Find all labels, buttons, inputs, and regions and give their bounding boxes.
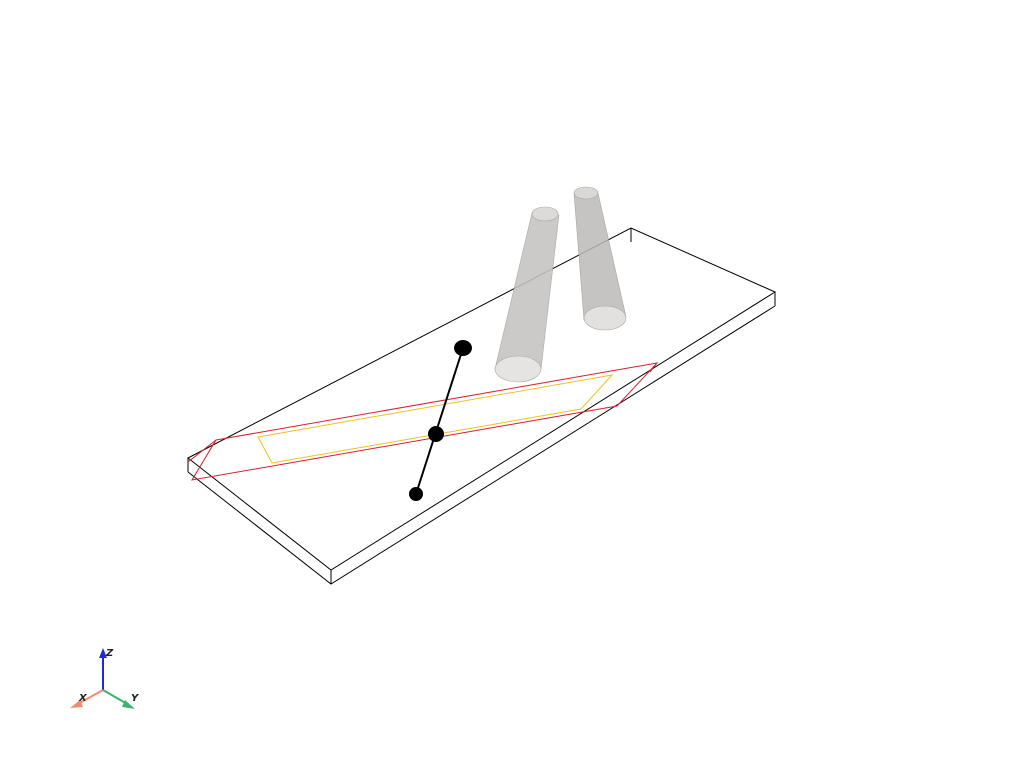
marker-point-bottom xyxy=(409,487,423,501)
cone-a xyxy=(494,206,560,383)
marker-polyline xyxy=(409,340,472,501)
cone-b-base xyxy=(583,305,627,331)
slab-wireframe xyxy=(187,227,777,585)
cone-a-tip xyxy=(531,206,559,222)
z-axis-label: Z xyxy=(105,648,114,659)
orientation-axes-widget: Z X Y xyxy=(70,648,140,709)
y-axis-arrow xyxy=(122,700,135,709)
cone-a-base xyxy=(494,355,542,383)
red-plane-outline xyxy=(187,362,659,481)
marker-point-middle xyxy=(428,426,444,442)
yellow-plane-outline xyxy=(257,374,614,464)
marker-point-top xyxy=(454,340,472,356)
x-axis-label: X xyxy=(78,693,88,704)
cone-b xyxy=(573,186,627,331)
marker-line xyxy=(415,347,464,495)
z-axis-arrow xyxy=(99,648,107,658)
y-axis-label: Y xyxy=(131,693,140,704)
cone-b-tip xyxy=(573,186,599,200)
x-axis-arrow xyxy=(70,700,83,708)
